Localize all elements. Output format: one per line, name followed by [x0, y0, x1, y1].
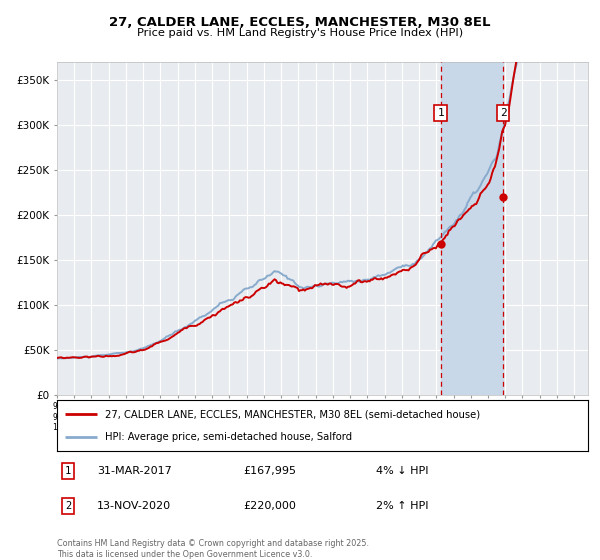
Text: £220,000: £220,000 [243, 501, 296, 511]
Text: 2% ↑ HPI: 2% ↑ HPI [376, 501, 428, 511]
Bar [440, 62, 503, 395]
Text: £167,995: £167,995 [243, 466, 296, 476]
Text: 27, CALDER LANE, ECCLES, MANCHESTER, M30 8EL: 27, CALDER LANE, ECCLES, MANCHESTER, M30… [109, 16, 491, 29]
Text: 27, CALDER LANE, ECCLES, MANCHESTER, M30 8EL (semi-detached house): 27, CALDER LANE, ECCLES, MANCHESTER, M30… [105, 409, 480, 419]
Text: 4% ↓ HPI: 4% ↓ HPI [376, 466, 428, 476]
Text: 2: 2 [500, 108, 506, 118]
Text: 31-MAR-2017: 31-MAR-2017 [97, 466, 172, 476]
Text: 1: 1 [437, 108, 444, 118]
Text: HPI: Average price, semi-detached house, Salford: HPI: Average price, semi-detached house,… [105, 432, 352, 442]
Text: 13-NOV-2020: 13-NOV-2020 [97, 501, 171, 511]
Text: Contains HM Land Registry data © Crown copyright and database right 2025.
This d: Contains HM Land Registry data © Crown c… [57, 539, 369, 559]
Text: 1: 1 [65, 466, 71, 476]
Text: 2: 2 [65, 501, 71, 511]
Text: Price paid vs. HM Land Registry's House Price Index (HPI): Price paid vs. HM Land Registry's House … [137, 28, 463, 38]
